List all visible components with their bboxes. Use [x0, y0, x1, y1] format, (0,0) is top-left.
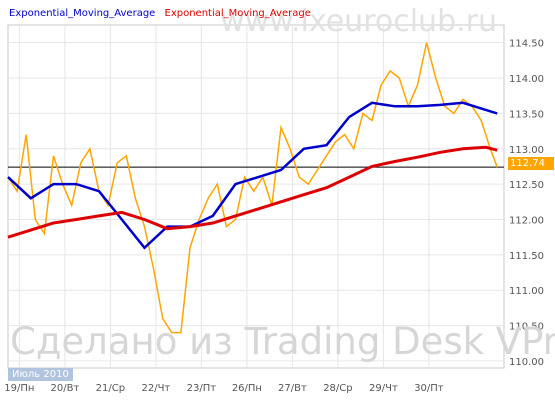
x-tick-label: 30/Пт: [414, 383, 444, 394]
watermark-bottom: Сделано из Trading Desk VPr: [10, 320, 555, 363]
plot-background: [7, 24, 505, 369]
x-tick-label: 27/Вт: [278, 383, 307, 394]
x-axis-ticks: 19/Пн 20/Вт 21/Ср 22/Чт 23/Пт 26/Пн 27/Вт 28/Ср…: [4, 383, 444, 394]
x-tick-label: 29/Чт: [369, 383, 398, 394]
grid-lines: [8, 25, 504, 368]
legend-item-ema2: Exponential_Moving_Average: [164, 8, 311, 19]
series-ema2-line: [7, 145, 498, 239]
x-tick-label: 26/Пн: [232, 383, 262, 394]
current-price-label: 112.74: [508, 157, 554, 170]
y-tick-label: 113.00: [509, 145, 544, 156]
x-tick-label: 21/Ср: [96, 383, 125, 394]
legend: Exponential_Moving_Average Exponential_M…: [9, 8, 317, 19]
x-tick-label: 22/Чт: [141, 383, 170, 394]
y-tick-label: 112.00: [509, 215, 544, 226]
y-tick-label: 111.00: [509, 286, 544, 297]
series-ema1-line: [7, 101, 498, 250]
watermark-top: www.ixeuroclub.ru: [220, 4, 497, 39]
y-axis-ticks: 110.00 110.50 111.00 111.50 112.00 112.50 113.…: [509, 39, 544, 368]
series-price-line: [7, 42, 498, 334]
x-tick-label: 20/Вт: [50, 383, 79, 394]
y-tick-label: 112.50: [509, 180, 544, 191]
month-label: Июль 2010: [8, 368, 73, 381]
y-tick-label: 113.50: [509, 109, 544, 120]
legend-item-ema1: Exponential_Moving_Average: [9, 8, 156, 19]
y-tick-label: 111.50: [509, 251, 544, 262]
x-tick-label: 28/Ср: [323, 383, 352, 394]
y-tick-label: 114.00: [509, 74, 544, 85]
y-tick-label: 110.50: [509, 322, 544, 333]
y-tick-label: 110.00: [509, 357, 544, 368]
x-tick-label: 23/Пт: [187, 383, 217, 394]
x-tick-label: 19/Пн: [4, 383, 34, 394]
y-tick-label: 114.50: [509, 39, 544, 50]
